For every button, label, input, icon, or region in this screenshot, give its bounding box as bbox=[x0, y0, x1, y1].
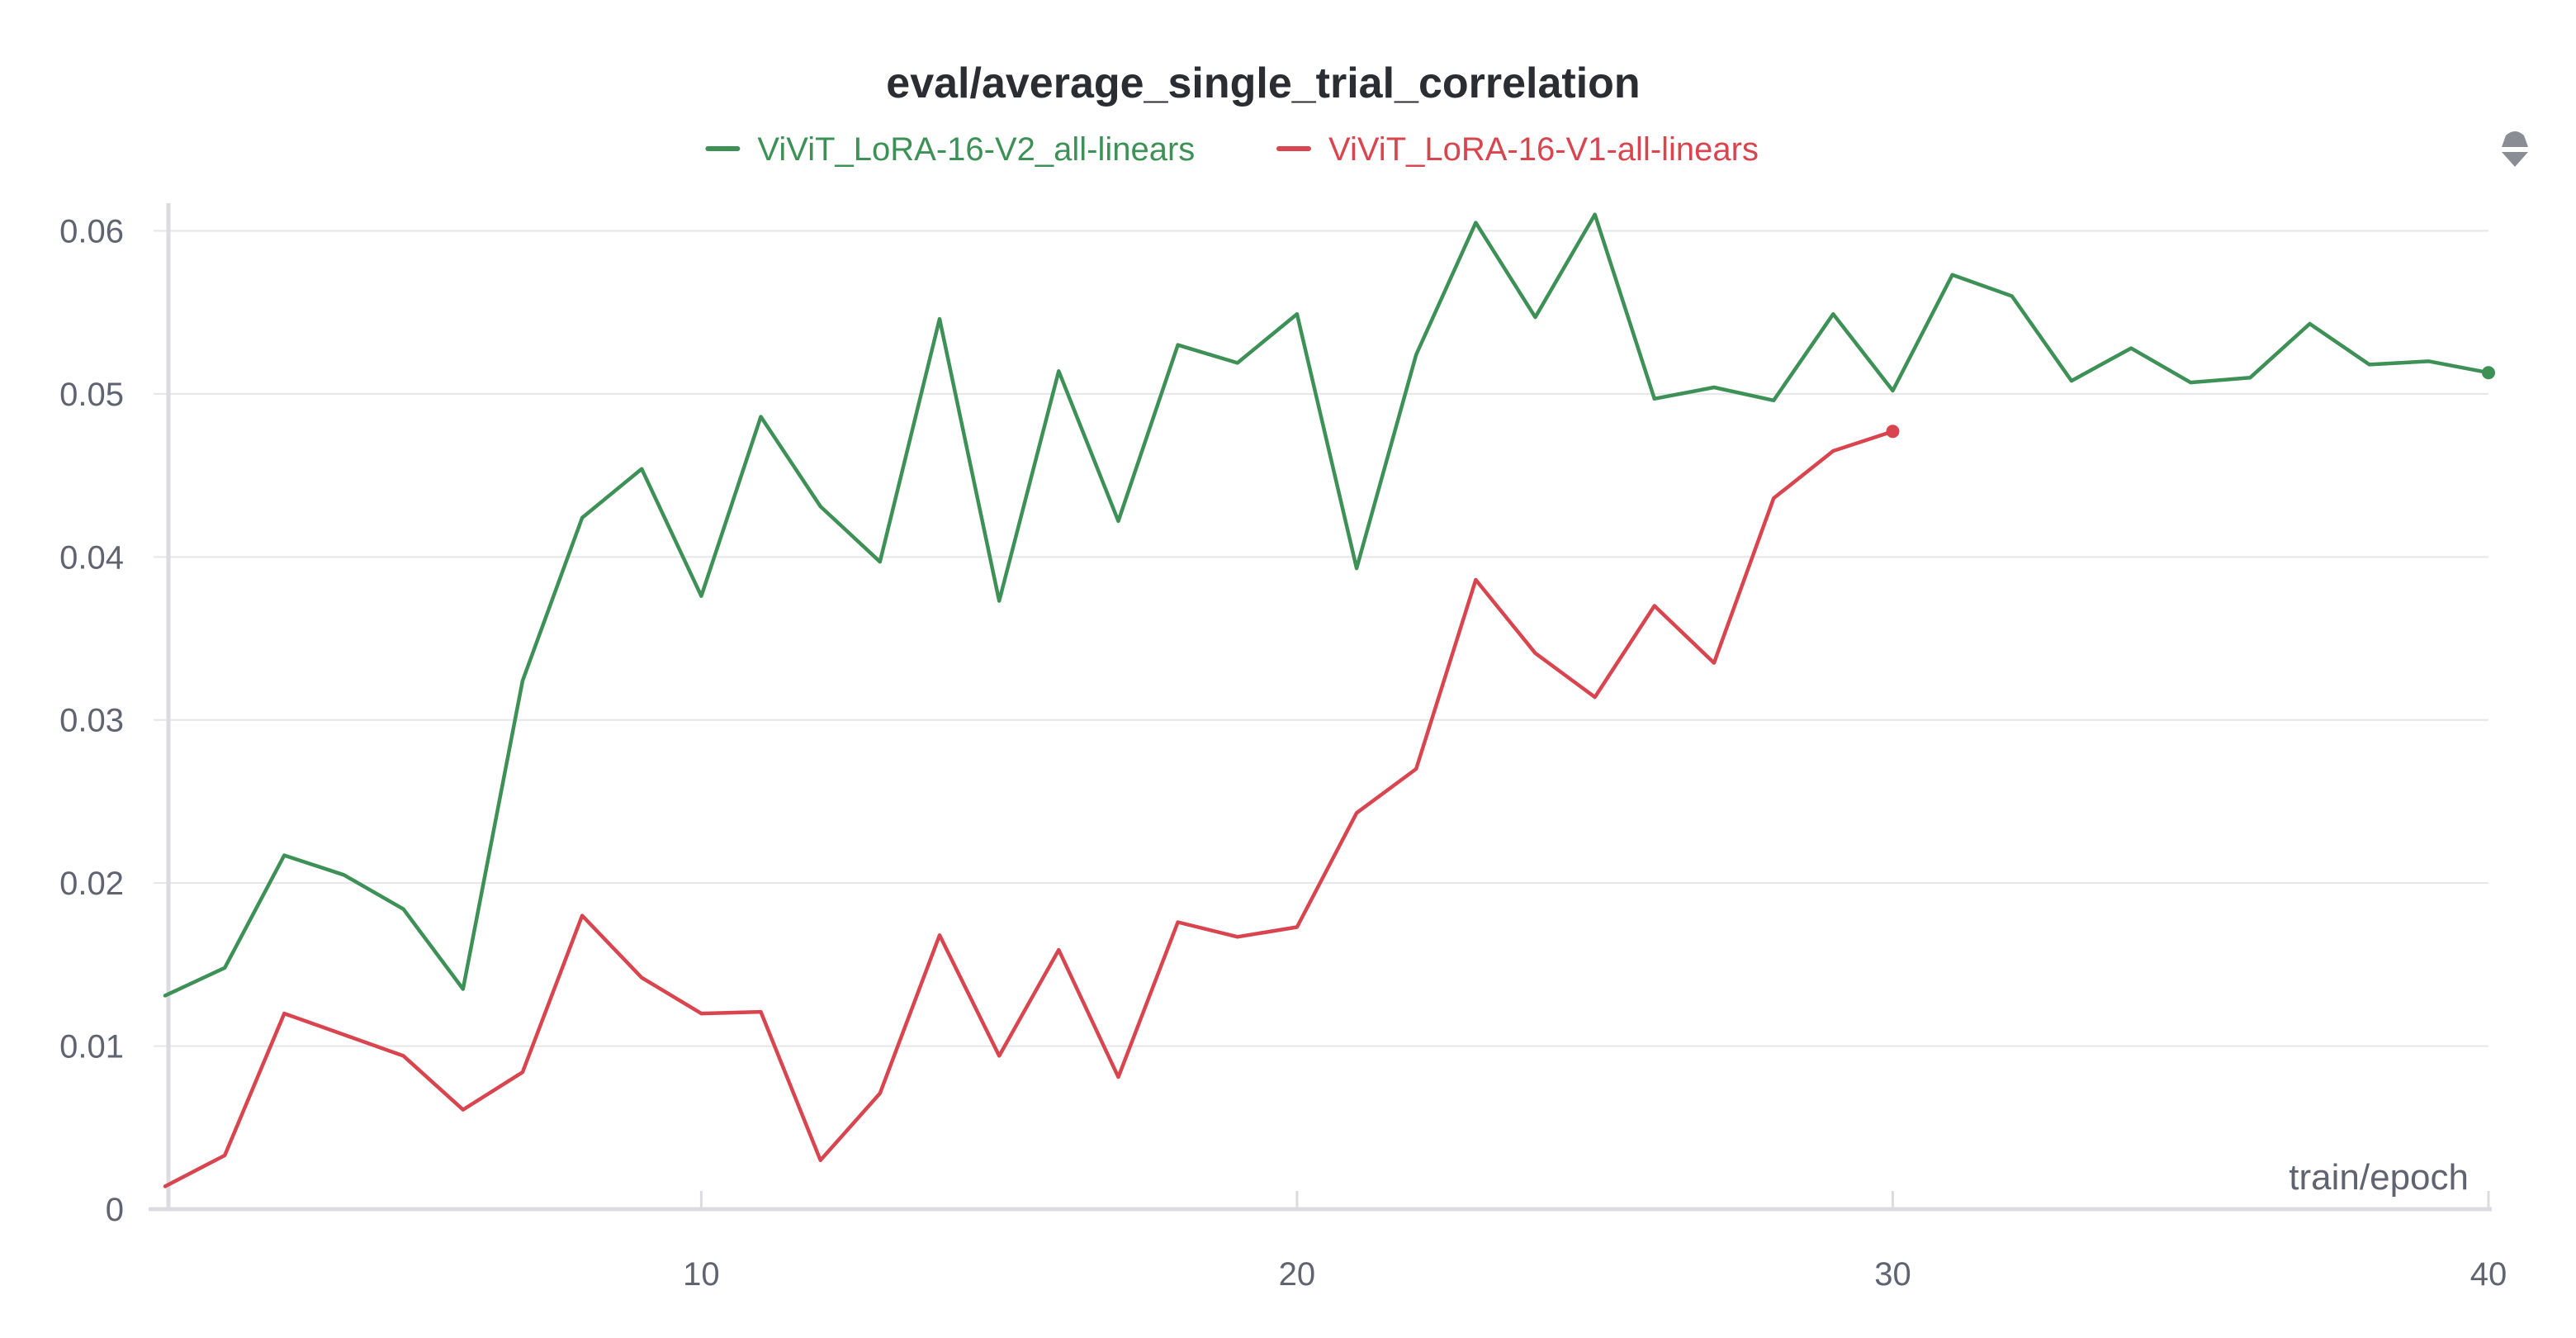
y-tick-label: 0.03 bbox=[59, 703, 124, 739]
y-tick-label: 0.01 bbox=[59, 1029, 124, 1065]
x-axis-ticks: 10 20 30 40 bbox=[683, 1191, 2507, 1293]
y-tick-label: 0.06 bbox=[59, 213, 124, 249]
legend-item[interactable]: ViViT_LoRA-16-V1-all-linears bbox=[1276, 131, 1759, 168]
legend-label: ViViT_LoRA-16-V1-all-linears bbox=[1328, 131, 1759, 168]
chart-axes bbox=[149, 203, 2492, 1212]
y-tick-label: 0.05 bbox=[59, 377, 124, 413]
x-tick-label: 20 bbox=[1279, 1256, 1316, 1293]
series-line bbox=[163, 212, 2491, 998]
x-tick-label: 10 bbox=[683, 1256, 720, 1293]
legend-item[interactable]: ViViT_LoRA-16-V2_all-linears bbox=[705, 131, 1195, 168]
series-1 bbox=[163, 212, 2495, 998]
series-end-point bbox=[2482, 366, 2495, 380]
chart-legend: ViViT_LoRA-16-V2_all-linears ViViT_LoRA-1… bbox=[705, 131, 1759, 168]
x-axis-label: train/epoch bbox=[2289, 1157, 2469, 1198]
chart-title: eval/average_single_trial_correlation bbox=[886, 59, 1640, 107]
series-layer bbox=[163, 212, 2495, 1189]
y-tick-label: 0.02 bbox=[59, 866, 124, 902]
x-tick-label: 30 bbox=[1874, 1256, 1911, 1293]
x-tick-label: 40 bbox=[2470, 1256, 2507, 1293]
series-end-point bbox=[1886, 425, 1900, 439]
series-line bbox=[163, 429, 1895, 1189]
legend-label: ViViT_LoRA-16-V2_all-linears bbox=[757, 131, 1195, 168]
chart-grid bbox=[154, 230, 2488, 1047]
sort-toggle-icon[interactable] bbox=[2502, 131, 2528, 167]
y-tick-label: 0 bbox=[106, 1192, 124, 1228]
series-2 bbox=[163, 425, 1900, 1189]
y-tick-label: 0.04 bbox=[59, 539, 124, 576]
y-axis-ticks: 0 0.01 0.02 0.03 0.04 0.05 0.06 bbox=[59, 213, 124, 1228]
